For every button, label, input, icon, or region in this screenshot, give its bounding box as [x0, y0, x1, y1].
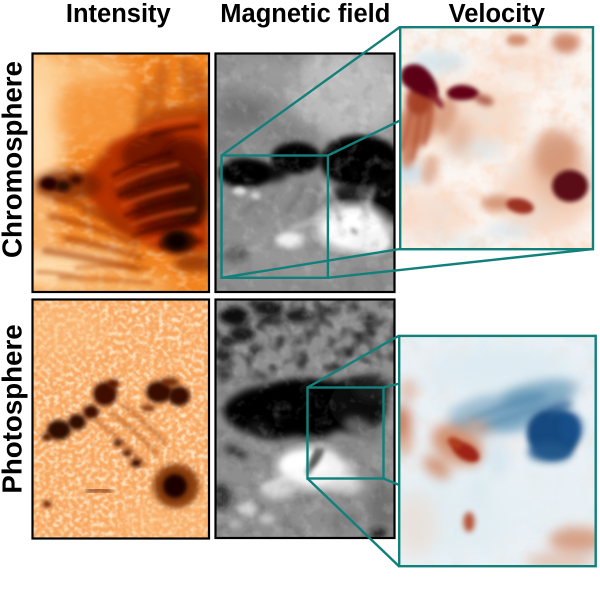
svg-text:Chromosphere: Chromosphere	[0, 61, 27, 258]
svg-text:Magnetic field: Magnetic field	[220, 0, 390, 28]
svg-text:Intensity: Intensity	[66, 0, 172, 28]
svg-text:Photosphere: Photosphere	[0, 324, 27, 493]
svg-text:Velocity: Velocity	[449, 0, 546, 28]
